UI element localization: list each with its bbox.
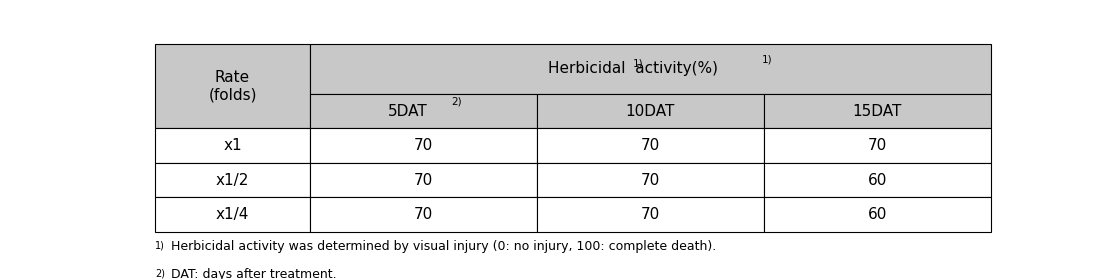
Bar (155, 198, 310, 232)
Text: 1): 1) (155, 241, 165, 251)
Bar (310, 94, 537, 128)
Text: 15DAT: 15DAT (852, 104, 902, 119)
Bar (310, 198, 537, 232)
Text: 60: 60 (868, 173, 887, 188)
Text: 10DAT: 10DAT (625, 104, 675, 119)
Text: DAT: days after treatment.: DAT: days after treatment. (171, 268, 337, 279)
Bar (310, 128, 537, 163)
Text: x1/2: x1/2 (216, 173, 249, 188)
Bar (537, 163, 764, 198)
Bar (764, 198, 991, 232)
Text: 70: 70 (868, 138, 887, 153)
Bar (764, 128, 991, 163)
Text: Herbicidal activity was determined by visual injury (0: no injury, 100: complete: Herbicidal activity was determined by vi… (171, 240, 717, 252)
Text: 2): 2) (155, 269, 165, 278)
Bar (764, 94, 991, 128)
Bar (310, 163, 537, 198)
Bar (764, 163, 991, 198)
Text: 70: 70 (414, 138, 433, 153)
Text: 5DAT: 5DAT (388, 104, 427, 119)
Text: 70: 70 (641, 138, 660, 153)
Bar (537, 198, 764, 232)
Text: 1): 1) (761, 54, 773, 64)
Text: 70: 70 (641, 207, 660, 222)
Text: 2): 2) (451, 96, 462, 106)
Text: Rate
(folds): Rate (folds) (208, 70, 257, 102)
Text: x1: x1 (224, 138, 241, 153)
Text: 70: 70 (414, 173, 433, 188)
Text: 70: 70 (414, 207, 433, 222)
Text: x1/4: x1/4 (216, 207, 249, 222)
Text: Herbicidal  activity(%): Herbicidal activity(%) (548, 61, 718, 76)
Bar (155, 163, 310, 198)
Text: 1): 1) (633, 59, 644, 69)
Text: 70: 70 (641, 173, 660, 188)
Text: 60: 60 (868, 207, 887, 222)
Bar (155, 128, 310, 163)
Bar (155, 44, 310, 128)
Bar (310, 44, 991, 94)
Bar (537, 94, 764, 128)
Bar (537, 128, 764, 163)
